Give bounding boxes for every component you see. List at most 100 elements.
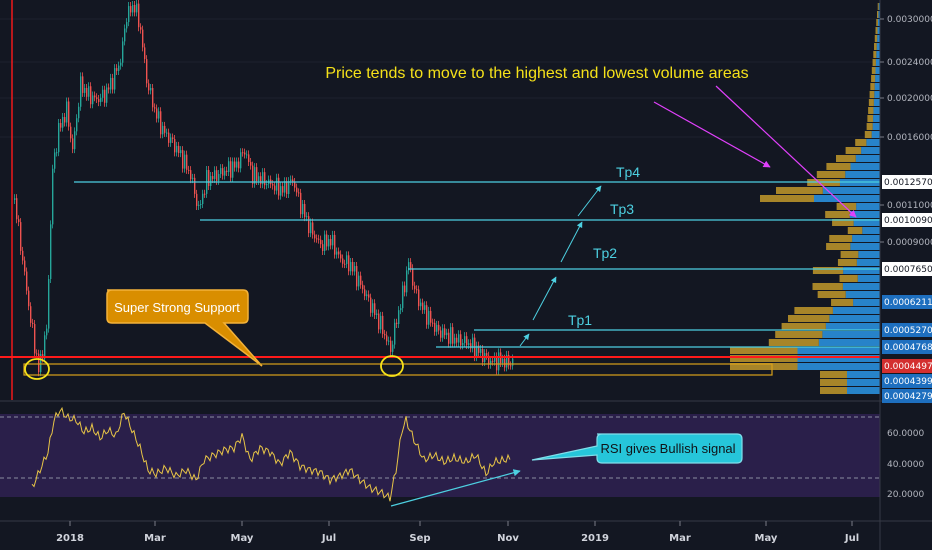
candle	[150, 87, 152, 91]
candle	[308, 216, 310, 234]
candle	[434, 322, 436, 332]
candle	[448, 332, 450, 344]
candle	[214, 170, 216, 179]
price-tick-label: 0.0009000	[887, 238, 932, 248]
candle	[304, 203, 306, 218]
candle	[298, 192, 300, 194]
candle	[290, 179, 292, 182]
candle	[242, 152, 244, 154]
candle	[446, 332, 448, 336]
candle	[222, 168, 224, 176]
candle	[302, 203, 304, 215]
candle	[96, 97, 98, 100]
candle	[118, 65, 120, 71]
candle	[258, 176, 260, 182]
candle	[306, 216, 308, 218]
rsi-tick-label: 20.0000	[887, 490, 924, 500]
candle	[194, 177, 196, 194]
candle	[14, 198, 16, 200]
candle	[342, 258, 344, 264]
candle	[170, 137, 172, 143]
candle	[504, 358, 506, 368]
candle	[468, 343, 470, 345]
date-tick-label: May	[755, 533, 778, 544]
candle	[442, 328, 444, 338]
candle	[162, 125, 164, 135]
candle	[190, 170, 192, 180]
rsi-trend-arrow	[390, 469, 521, 507]
candle	[20, 222, 22, 251]
date-tick-label: Jul	[321, 533, 336, 544]
candle	[216, 170, 218, 181]
candle	[358, 275, 360, 287]
candle	[120, 62, 122, 66]
candle	[410, 262, 412, 269]
candle	[318, 238, 320, 240]
candle	[490, 360, 492, 365]
price-tick-label: 0.0004768	[884, 343, 932, 353]
candle	[66, 101, 68, 123]
rsi-tick-label: 60.0000	[887, 429, 924, 439]
candle	[486, 353, 488, 356]
date-tick-label: 2019	[581, 533, 609, 544]
price-label-box	[882, 175, 932, 189]
target-levels: Tp1 Tp2 Tp3 Tp4	[0, 0, 880, 400]
candle	[460, 334, 462, 346]
candle	[232, 161, 234, 178]
candle	[288, 181, 290, 194]
candle	[16, 198, 18, 220]
candle	[104, 89, 106, 103]
candle	[82, 76, 84, 93]
candle	[482, 349, 484, 363]
support-annotation: Super Strong Support	[23, 289, 773, 380]
candle	[48, 279, 50, 329]
candle	[496, 356, 498, 371]
rsi-callout-box	[531, 433, 743, 464]
candle	[338, 251, 340, 255]
price-axis: 0.0030000 0.0024000 0.0020000 0.0016000 0.00…	[880, 15, 932, 403]
candle	[132, 4, 134, 13]
rsi-tick-label: 40.0000	[887, 460, 924, 470]
candle	[320, 239, 322, 245]
candle	[412, 268, 414, 286]
candle	[156, 108, 158, 119]
price-label-box	[882, 213, 932, 227]
candle	[262, 172, 264, 185]
price-label-box	[882, 323, 932, 337]
candle	[62, 117, 64, 128]
candle	[184, 154, 186, 169]
price-tick-label: 0.0030000	[887, 15, 932, 25]
candle	[458, 334, 460, 343]
target-arrows	[519, 185, 602, 347]
candle	[436, 324, 438, 332]
candle	[344, 263, 346, 265]
candle	[146, 59, 148, 84]
candle	[124, 28, 126, 42]
candle	[264, 172, 266, 186]
candle	[310, 222, 312, 234]
candle	[462, 342, 464, 346]
candle	[98, 99, 100, 103]
candle	[234, 161, 236, 168]
candle	[26, 271, 28, 291]
candle	[352, 261, 354, 272]
candle	[332, 234, 334, 246]
candle	[210, 176, 212, 186]
target-label: Tp4	[616, 164, 640, 180]
price-tick-label: 0.0004399	[884, 377, 932, 387]
candle	[340, 254, 342, 259]
candle	[378, 313, 380, 330]
candle	[106, 87, 108, 103]
date-tick-label: May	[231, 533, 254, 544]
candle	[180, 150, 182, 154]
candle	[510, 365, 512, 367]
candle	[126, 22, 128, 29]
candle	[456, 337, 458, 343]
candle	[114, 68, 116, 90]
candle	[248, 154, 250, 163]
candle	[188, 169, 190, 171]
candle	[112, 77, 114, 90]
support-circle-left	[24, 358, 50, 380]
candle	[432, 322, 434, 324]
candle	[506, 354, 508, 368]
